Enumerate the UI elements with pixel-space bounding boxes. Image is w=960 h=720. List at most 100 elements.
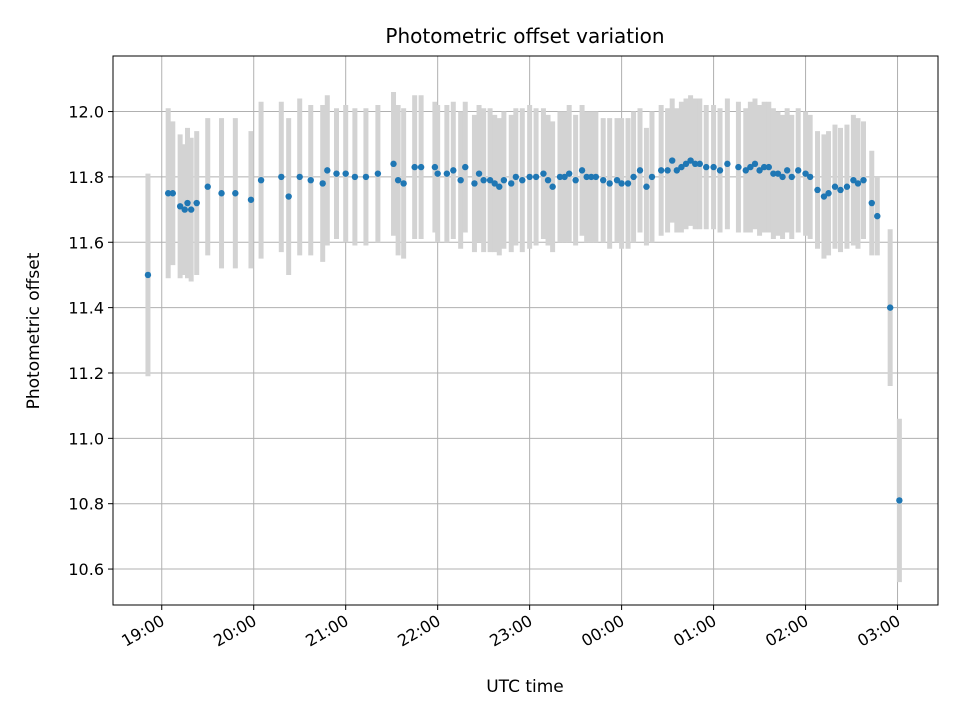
data-point: [600, 176, 607, 184]
data-point: [710, 163, 717, 171]
data-point: [486, 176, 494, 184]
data-point: [512, 173, 520, 181]
data-point: [319, 180, 326, 187]
data-point: [664, 167, 671, 174]
data-point: [204, 183, 211, 190]
data-point: [860, 176, 867, 184]
data-point: [457, 176, 464, 184]
data-point: [788, 173, 795, 181]
data-point: [843, 183, 851, 190]
data-point: [765, 163, 772, 171]
y-tick-label: 10.6: [68, 560, 104, 579]
data-point: [181, 206, 188, 213]
data-point: [351, 173, 359, 181]
data-point: [169, 190, 176, 197]
data-point: [394, 176, 402, 184]
data-point: [285, 193, 292, 200]
data-point: [687, 157, 694, 164]
data-point: [450, 167, 457, 174]
data-point: [854, 180, 862, 187]
data-point: [342, 170, 349, 177]
data-point: [471, 180, 478, 187]
data-point: [540, 170, 547, 177]
data-point: [296, 173, 303, 181]
data-point: [431, 163, 439, 171]
data-point: [636, 167, 644, 174]
data-point: [164, 190, 172, 197]
data-point: [696, 160, 703, 168]
data-point: [462, 163, 469, 171]
data-point: [578, 167, 586, 174]
data-point: [278, 173, 285, 181]
data-point: [724, 160, 731, 168]
y-tick-label: 11.6: [68, 233, 104, 252]
data-point: [176, 203, 184, 210]
data-point: [668, 157, 676, 164]
data-point: [774, 170, 782, 177]
data-point: [544, 176, 552, 184]
data-point: [443, 170, 451, 177]
data-point: [802, 170, 809, 177]
y-tick-label: 12.0: [68, 103, 104, 122]
data-point: [682, 160, 690, 168]
data-point: [592, 173, 600, 181]
data-point: [519, 176, 526, 184]
data-point: [742, 167, 749, 174]
data-point: [756, 167, 763, 174]
data-point: [496, 183, 503, 190]
data-point: [565, 170, 573, 177]
data-point: [491, 180, 498, 187]
data-point: [716, 167, 724, 174]
chart-title: Photometric offset variation: [385, 24, 664, 48]
data-point: [703, 163, 710, 171]
y-tick-label: 11.0: [68, 429, 104, 448]
data-point: [187, 206, 195, 213]
data-point: [362, 173, 370, 181]
data-point: [896, 497, 903, 504]
data-point: [657, 167, 665, 174]
data-point: [760, 163, 768, 171]
data-point: [400, 180, 407, 187]
data-point: [307, 176, 314, 184]
y-tick-label: 10.8: [68, 495, 104, 514]
y-tick-label: 11.4: [68, 299, 104, 318]
data-point: [417, 163, 425, 171]
y-axis: 10.6 10.8 11.0 11.2 11.4 11.6 11.8 12.0: [68, 103, 113, 579]
data-point: [606, 180, 613, 187]
data-point: [526, 173, 533, 181]
data-point: [556, 173, 564, 181]
data-point: [257, 176, 265, 184]
data-point: [374, 170, 382, 177]
data-point: [144, 271, 152, 279]
data-point: [837, 186, 844, 194]
y-tick-label: 11.8: [68, 168, 104, 187]
data-point: [825, 190, 832, 197]
x-axis-title: UTC time: [486, 677, 564, 697]
data-point: [532, 173, 540, 181]
data-point: [886, 304, 894, 311]
data-point: [624, 180, 632, 187]
data-point: [572, 176, 579, 184]
data-points: [144, 157, 903, 504]
data-point: [779, 173, 786, 181]
data-point: [814, 186, 821, 194]
data-point: [390, 160, 397, 168]
y-axis-title: Photometric offset: [24, 252, 44, 409]
data-point: [184, 199, 191, 207]
data-point: [411, 163, 418, 171]
data-point: [751, 160, 759, 168]
plot-frame: [112, 55, 939, 606]
data-point: [561, 173, 568, 181]
data-point: [630, 173, 637, 181]
data-point: [508, 180, 515, 187]
data-point: [850, 176, 857, 184]
data-point: [613, 176, 621, 184]
data-point: [583, 173, 590, 181]
data-point: [588, 173, 595, 181]
data-point: [831, 183, 839, 190]
data-point: [806, 173, 814, 181]
data-point: [434, 170, 441, 177]
data-point: [618, 180, 625, 187]
data-point: [820, 193, 828, 200]
